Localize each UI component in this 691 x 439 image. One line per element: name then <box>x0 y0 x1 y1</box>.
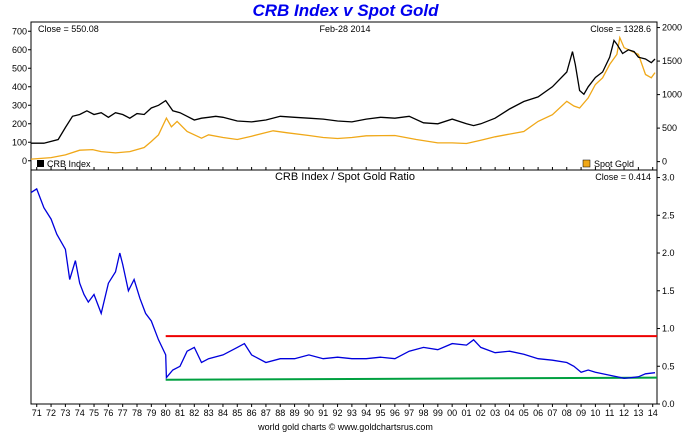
x-tick-label: 99 <box>433 408 443 418</box>
lower-trend-line <box>165 376 658 381</box>
left-tick-label: 700 <box>12 26 27 36</box>
x-tick-label: 06 <box>533 408 543 418</box>
x-tick-label: 73 <box>60 408 70 418</box>
x-tick-label: 97 <box>404 408 414 418</box>
left-tick-label: 300 <box>12 100 27 110</box>
x-tick-label: 93 <box>347 408 357 418</box>
series-ratio <box>30 187 656 380</box>
left-tick-label: 600 <box>12 45 27 55</box>
ratio-tick-label: 0.0 <box>662 399 675 409</box>
series-spot-gold <box>30 35 656 160</box>
x-tick-label: 90 <box>304 408 314 418</box>
x-tick-label: 96 <box>390 408 400 418</box>
x-tick-label: 11 <box>605 408 614 418</box>
top-close-right: Close = 1328.6 <box>590 24 651 34</box>
bottom-panel-frame <box>30 169 658 405</box>
top-panel-frame <box>30 21 658 171</box>
x-tick-label: 95 <box>376 408 386 418</box>
x-tick-label: 08 <box>562 408 572 418</box>
x-tick-label: 12 <box>619 408 629 418</box>
x-tick-label: 92 <box>333 408 343 418</box>
ratio-tick-label: 2.0 <box>662 248 675 258</box>
x-tick-label: 89 <box>290 408 300 418</box>
ratio-panel-title: CRB Index / Spot Gold Ratio <box>275 171 415 183</box>
x-tick-label: 80 <box>161 408 171 418</box>
x-tick-label: 02 <box>476 408 486 418</box>
x-tick-label: 13 <box>633 408 643 418</box>
x-tick-label: 72 <box>46 408 56 418</box>
right-tick-label: 1000 <box>662 90 682 100</box>
x-axis: 71 72 73 74 75 76 77 78 79 80 81 82 83 84 85 86 87 88 89 90… <box>32 167 658 418</box>
chart-title: CRB Index v Spot Gold <box>252 1 439 20</box>
top-date: Feb-28 2014 <box>319 24 370 34</box>
x-tick-label: 03 <box>490 408 500 418</box>
x-tick-label: 86 <box>247 408 257 418</box>
left-tick-label: 0 <box>22 156 27 166</box>
x-tick-label: 81 <box>175 408 185 418</box>
legend-gold-label: Spot Gold <box>594 159 634 169</box>
top-right-axis: 0 500 1000 1500 2000 <box>657 23 682 167</box>
x-tick-label: 00 <box>447 408 457 418</box>
x-tick-label: 82 <box>189 408 199 418</box>
x-tick-label: 79 <box>146 408 156 418</box>
legend-crb-swatch <box>37 160 44 167</box>
x-tick-label: 77 <box>118 408 128 418</box>
x-tick-label: 10 <box>590 408 600 418</box>
left-tick-label: 500 <box>12 63 27 73</box>
top-close-left: Close = 550.08 <box>38 24 99 34</box>
footer-credit: world gold charts © www.goldchartsrus.co… <box>258 422 433 432</box>
left-tick-label: 200 <box>12 119 27 129</box>
x-tick-label: 05 <box>519 408 529 418</box>
x-tick-label: 01 <box>461 408 471 418</box>
ratio-tick-label: 1.5 <box>662 286 675 296</box>
right-tick-label: 2000 <box>662 23 682 33</box>
series-crb-index <box>31 39 656 144</box>
ratio-tick-label: 1.0 <box>662 324 675 334</box>
x-tick-label: 83 <box>204 408 214 418</box>
x-tick-label: 78 <box>132 408 142 418</box>
legend-crb-label: CRB Index <box>47 159 91 169</box>
ratio-tick-label: 0.5 <box>662 361 675 371</box>
x-tick-label: 84 <box>218 408 228 418</box>
top-left-axis: 0 100 200 300 400 500 600 700 <box>12 26 31 166</box>
series-layer <box>30 35 658 381</box>
x-tick-label: 88 <box>275 408 285 418</box>
x-tick-label: 76 <box>103 408 113 418</box>
ratio-close: Close = 0.414 <box>595 172 651 182</box>
left-tick-label: 400 <box>12 82 27 92</box>
bottom-right-axis: 0.0 0.5 1.0 1.5 2.0 2.5 3.0 <box>657 173 675 409</box>
ratio-tick-label: 2.5 <box>662 210 675 220</box>
x-tick-label: 91 <box>318 408 328 418</box>
left-tick-label: 100 <box>12 137 27 147</box>
x-tick-label: 75 <box>89 408 99 418</box>
right-tick-label: 1500 <box>662 56 682 66</box>
x-tick-label: 71 <box>32 408 42 418</box>
x-tick-label: 74 <box>75 408 85 418</box>
x-tick-label: 87 <box>261 408 271 418</box>
x-tick-label: 14 <box>648 408 658 418</box>
x-tick-label: 85 <box>232 408 242 418</box>
right-tick-label: 0 <box>662 157 667 167</box>
legend-gold-swatch <box>582 159 591 168</box>
ratio-tick-label: 3.0 <box>662 173 675 183</box>
x-tick-label: 07 <box>547 408 557 418</box>
right-tick-label: 500 <box>662 123 677 133</box>
x-tick-label: 04 <box>504 408 514 418</box>
x-tick-label: 09 <box>576 408 586 418</box>
x-tick-label: 94 <box>361 408 371 418</box>
x-tick-label: 98 <box>418 408 428 418</box>
